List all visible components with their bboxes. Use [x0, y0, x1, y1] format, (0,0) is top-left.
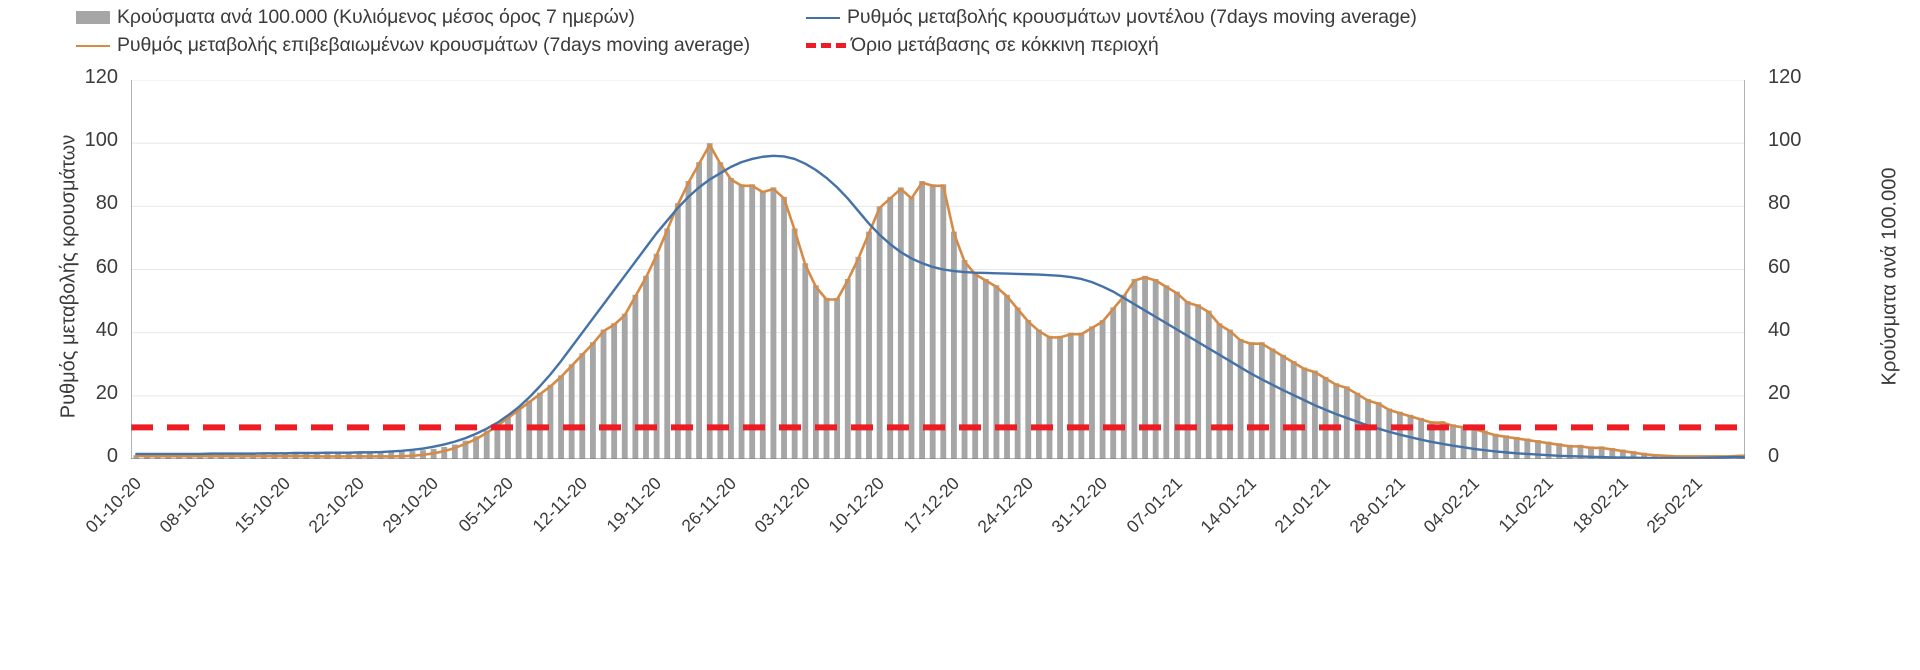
y-axis-right-tick-label: 120: [1768, 66, 1802, 88]
y-axis-left-tick-label: 60: [95, 255, 118, 278]
x-axis-tick-label: 29-10-20: [378, 473, 443, 537]
legend-item-red-threshold[interactable]: Όριο μετάβασης σε κόκκινη περιοχή: [806, 34, 1159, 57]
y-axis-left-tick-label: 40: [95, 318, 118, 341]
line-series-model-rate: [135, 154, 1745, 459]
y-axis-right-tick-label: 0: [1768, 445, 1780, 467]
y-axis-right-tick-label: 80: [1768, 192, 1791, 215]
legend-item-cases-per-100k[interactable]: Κρούσματα ανά 100.000 (Κυλιόμενος μέσος …: [76, 6, 635, 29]
x-axis-tick-label: 26-11-20: [677, 473, 740, 536]
x-axis-tick-label: 15-10-20: [230, 473, 294, 537]
chart-legend: Κρούσματα ανά 100.000 (Κυλιόμενος μέσος …: [0, 0, 1920, 62]
x-axis-tick-label: 07-01-21: [1122, 473, 1186, 537]
bar-series-cases-per-100k: [133, 143, 1743, 459]
x-axis-tick-label: 08-10-20: [155, 473, 220, 537]
x-axis-tick-label: 10-12-20: [824, 473, 889, 537]
gridlines: [131, 80, 1745, 397]
x-axis-tick-label: 04-02-21: [1419, 473, 1484, 537]
plot-area: [131, 80, 1745, 459]
x-axis-tick-label: 31-12-20: [1047, 473, 1112, 537]
x-axis-tick-label: 11-02-21: [1494, 473, 1558, 536]
legend-label-confirmed-rate: Ρυθμός μεταβολής επιβεβαιωμένων κρουσμάτ…: [117, 34, 751, 56]
y-axis-right-tick-label: 100: [1768, 129, 1802, 152]
y-axis-right-title: Κρούσματα ανά 100.000: [1878, 167, 1901, 386]
y-axis-right-tick-label: 40: [1768, 318, 1791, 341]
chart-canvas: [131, 80, 1745, 459]
x-axis-tick-label: 24-12-20: [973, 473, 1038, 537]
dashed-line-swatch-icon: [806, 43, 846, 48]
y-axis-left-tick-label: 0: [106, 445, 118, 467]
y-axis-right-tick-label: 20: [1768, 381, 1791, 404]
x-axis-tick-label: 28-01-21: [1345, 473, 1409, 537]
x-axis-tick-label: 19-11-20: [602, 473, 666, 536]
x-axis-tick-label: 22-10-20: [304, 473, 369, 537]
x-axis-tick-label: 12-11-20: [528, 473, 592, 536]
legend-item-model-rate[interactable]: Ρυθμός μεταβολής κρουσμάτων μοντέλου (7d…: [806, 6, 1417, 29]
x-axis-tick-label: 25-02-21: [1642, 473, 1707, 537]
x-axis-tick-label: 14-01-21: [1196, 473, 1261, 537]
legend-label-red-threshold: Όριο μετάβασης σε κόκκινη περιοχή: [851, 34, 1159, 56]
line-series-confirmed-rate: [135, 143, 1745, 458]
bar-swatch-icon: [76, 11, 110, 24]
y-axis-left-tick-label: 100: [84, 129, 118, 152]
line-swatch-icon: [76, 44, 110, 47]
x-axis-tick-label: 21-01-21: [1270, 473, 1335, 537]
legend-label-model-rate: Ρυθμός μεταβολής κρουσμάτων μοντέλου (7d…: [847, 6, 1417, 28]
y-axis-left-tick-label: 80: [95, 192, 118, 215]
x-axis-tick-label: 18-02-21: [1568, 473, 1632, 537]
y-axis-left-tick-label: 20: [95, 381, 118, 404]
x-axis-tick-label: 05-11-20: [454, 473, 517, 536]
legend-item-confirmed-rate[interactable]: Ρυθμός μεταβολής επιβεβαιωμένων κρουσμάτ…: [76, 34, 750, 57]
x-axis-tick-label: 03-12-20: [750, 473, 815, 537]
line-swatch-icon: [806, 16, 840, 19]
y-axis-left-tick-label: 120: [84, 66, 118, 88]
y-axis-right-tick-label: 60: [1768, 255, 1791, 278]
x-axis-tick-label: 17-12-20: [899, 473, 963, 537]
legend-label-cases-per-100k: Κρούσματα ανά 100.000 (Κυλιόμενος μέσος …: [117, 6, 635, 28]
